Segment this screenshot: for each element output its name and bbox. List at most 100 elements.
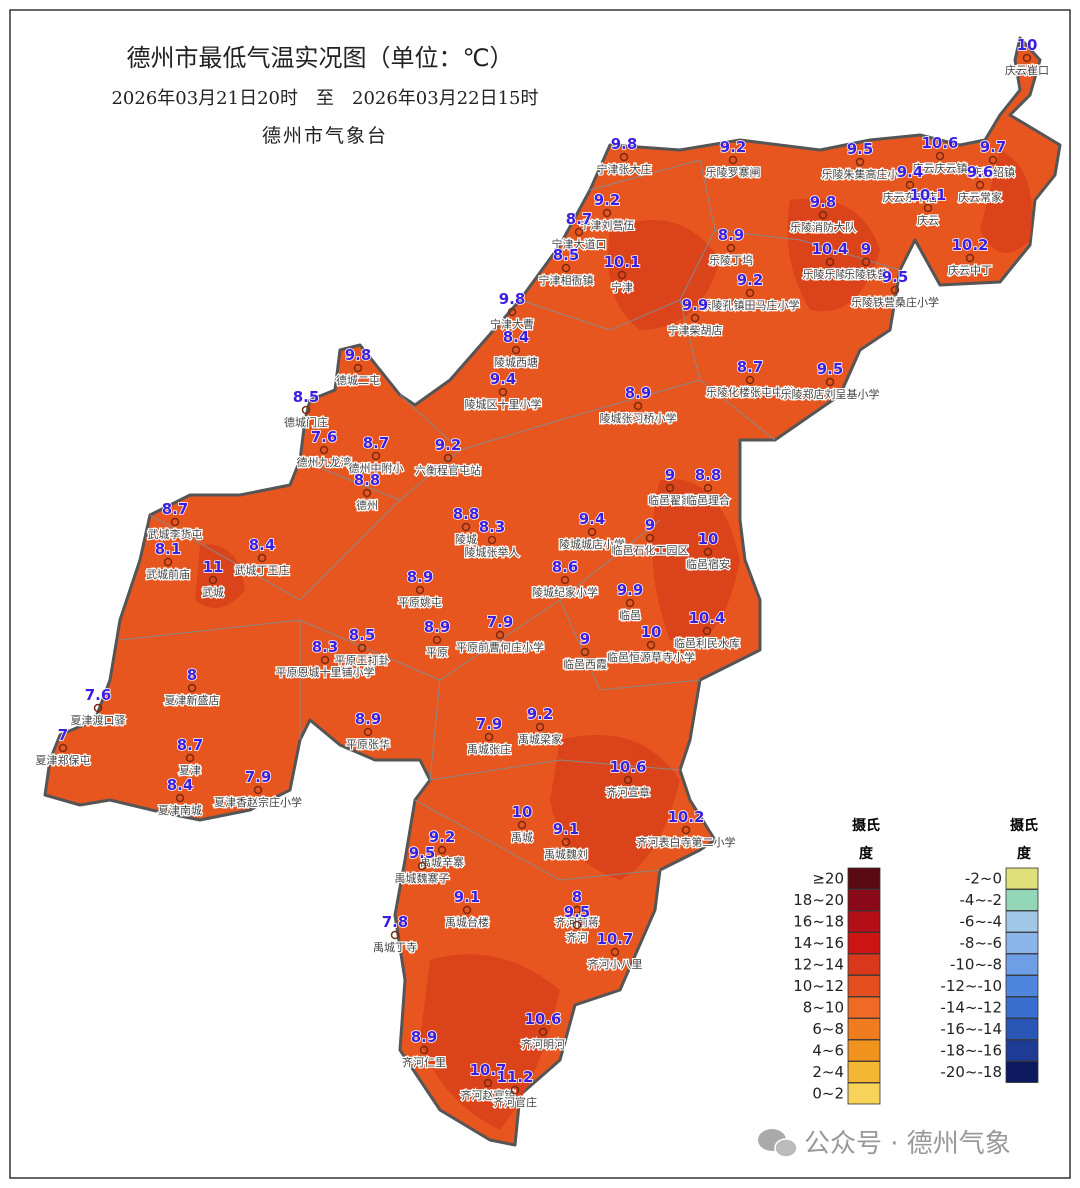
station-value: 8.9 — [718, 226, 745, 244]
station-value: 9.2 — [594, 191, 621, 209]
station-name: 乐陵罗寨闸 — [706, 165, 761, 179]
station-name: 乐陵化楼张屯中学 — [706, 385, 794, 399]
station-dot — [975, 180, 985, 190]
station-name: 乐陵铁营 — [844, 267, 888, 281]
legend-swatch — [847, 1039, 881, 1062]
station-dot — [745, 375, 755, 385]
legend-swatch — [847, 1082, 881, 1105]
station-value: 9 — [665, 466, 675, 484]
station-value: 7.9 — [487, 613, 514, 631]
station-name: 禹城台楼 — [445, 915, 489, 929]
station-dot — [935, 151, 945, 161]
station-dot — [726, 243, 736, 253]
station-dot — [633, 401, 643, 411]
station-dot — [419, 1045, 429, 1055]
station-dot — [462, 905, 472, 915]
station-dot — [163, 557, 173, 567]
legend-swatch — [1005, 910, 1039, 933]
station-value: 8.8 — [354, 471, 381, 489]
station-dot — [495, 630, 505, 640]
station-value: 10.6 — [524, 1010, 561, 1028]
station-name: 庆云中丁 — [948, 263, 992, 277]
station-value: 11 — [203, 558, 224, 576]
station-dot — [625, 598, 635, 608]
station-value: 7.9 — [476, 715, 503, 733]
station-value: 9 — [861, 240, 871, 258]
station-dot — [703, 483, 713, 493]
station-value: 9.5 — [847, 140, 874, 158]
station-value: 11.2 — [496, 1068, 533, 1086]
station-dot — [353, 363, 363, 373]
station-dot — [855, 157, 865, 167]
station-value: 8.7 — [737, 358, 764, 376]
station-name: 陵城西塘 — [494, 355, 538, 369]
station-value: 7.9 — [245, 768, 272, 786]
station-name: 宁津柴胡店 — [668, 323, 723, 337]
legend-label: 16~18 — [793, 913, 844, 931]
station-name: 武城丁王庄 — [235, 563, 290, 577]
station-dot — [988, 155, 998, 165]
station-name: 庆云崔口 — [1005, 63, 1049, 77]
station-value: 8.8 — [695, 466, 722, 484]
station-name: 临邑利民水库 — [674, 636, 740, 650]
station-value: 10.4 — [811, 240, 848, 258]
station-value: 9.4 — [490, 370, 517, 388]
station-value: 9.5 — [409, 844, 436, 862]
station-value: 7.6 — [85, 686, 112, 704]
station-name: 武城李货屯 — [148, 527, 203, 541]
legend-label: -18~-16 — [940, 1042, 1002, 1060]
station-value: 9.8 — [499, 290, 526, 308]
legend-label: -16~-14 — [940, 1020, 1002, 1038]
legend-title: 摄氏 — [1010, 817, 1038, 834]
station-dot — [690, 313, 700, 323]
station-value: 10.6 — [609, 758, 646, 776]
station-dot — [587, 527, 597, 537]
station-name: 德州 — [356, 498, 378, 512]
station-dot — [58, 743, 68, 753]
station-value: 10.2 — [667, 808, 704, 826]
station-value: 10 — [512, 803, 533, 821]
station-dot — [619, 152, 629, 162]
station-dot — [415, 585, 425, 595]
station-name: 宁津相衙镇 — [539, 273, 594, 287]
station-name: 禹城辛寨 — [420, 855, 464, 869]
legend-label: 8~10 — [803, 999, 844, 1017]
station-dot — [443, 453, 453, 463]
station-value: 8.3 — [479, 518, 506, 536]
station-name: 庆云东辛店 — [883, 190, 938, 204]
station-value: 10.7 — [469, 1061, 506, 1079]
station-dot — [923, 203, 933, 213]
station-dot — [483, 1078, 493, 1088]
station-dot — [507, 307, 517, 317]
station-name: 乐陵乐陵站 — [803, 267, 858, 281]
station-dot — [703, 547, 713, 557]
station-name: 夏津郑保屯 — [36, 753, 91, 767]
legend-swatch — [847, 996, 881, 1019]
legend-label: -6~-4 — [960, 913, 1002, 931]
station-value: 8.9 — [411, 1028, 438, 1046]
legend-label: 14~16 — [793, 934, 844, 952]
station-value: 8.7 — [363, 434, 390, 452]
station-dot — [617, 270, 627, 280]
station-value: 8.1 — [155, 540, 182, 558]
station-name: 齐河 — [566, 930, 588, 944]
station-value: 9 — [645, 516, 655, 534]
station-name: 齐河赵官镇 — [461, 1088, 516, 1102]
station-dot — [187, 683, 197, 693]
station-dot — [93, 703, 103, 713]
station-value: 8 — [572, 888, 582, 906]
station-dot — [825, 377, 835, 387]
station-name: 禹城魏寨子 — [395, 871, 450, 885]
station-value: 10.6 — [921, 134, 958, 152]
station-dot — [362, 488, 372, 498]
station-value: 7.8 — [382, 913, 409, 931]
station-dot — [511, 345, 521, 355]
station-name: 夏津香赵宗庄小学 — [214, 795, 302, 809]
station-name: 临邑石化工园区 — [612, 543, 689, 557]
station-name: 禹城丁寺 — [373, 941, 417, 954]
legend-swatch — [847, 1018, 881, 1040]
map-subtitle: 2026年03月21日20时 至 2026年03月22日15时 — [111, 88, 538, 109]
station-dot — [561, 837, 571, 847]
station-dot — [535, 722, 545, 732]
